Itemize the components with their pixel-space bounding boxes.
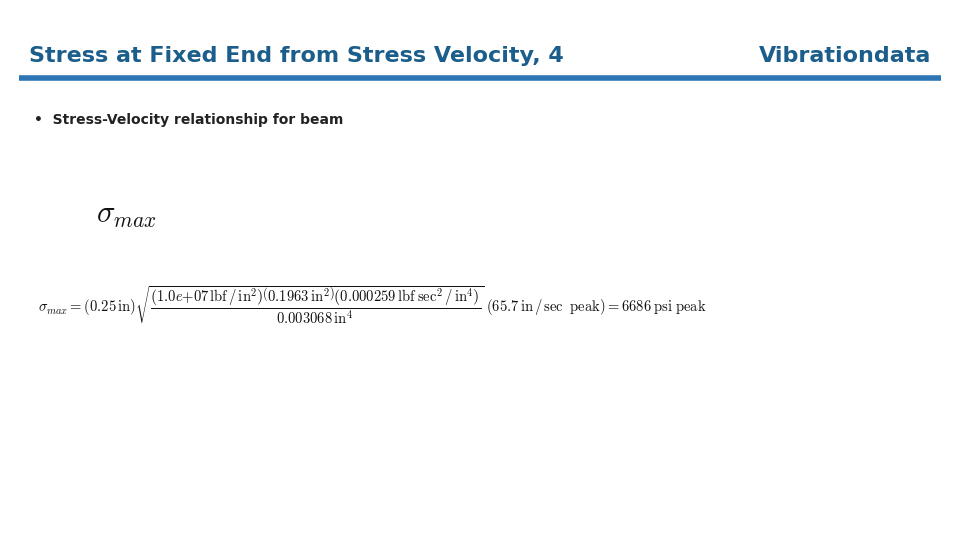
Text: $\sigma_{max}$: $\sigma_{max}$ — [96, 201, 156, 231]
Text: Stress at Fixed End from Stress Velocity, 4: Stress at Fixed End from Stress Velocity… — [29, 46, 564, 66]
Text: •  Stress-Velocity relationship for beam: • Stress-Velocity relationship for beam — [34, 113, 343, 127]
Text: Vibrationdata: Vibrationdata — [758, 46, 931, 66]
Text: $\sigma_{max} = (0.25\,\mathrm{in})\sqrt{\dfrac{\left(1.0e{+}07\,\mathrm{lbf}\,/: $\sigma_{max} = (0.25\,\mathrm{in})\sqrt… — [38, 284, 707, 326]
